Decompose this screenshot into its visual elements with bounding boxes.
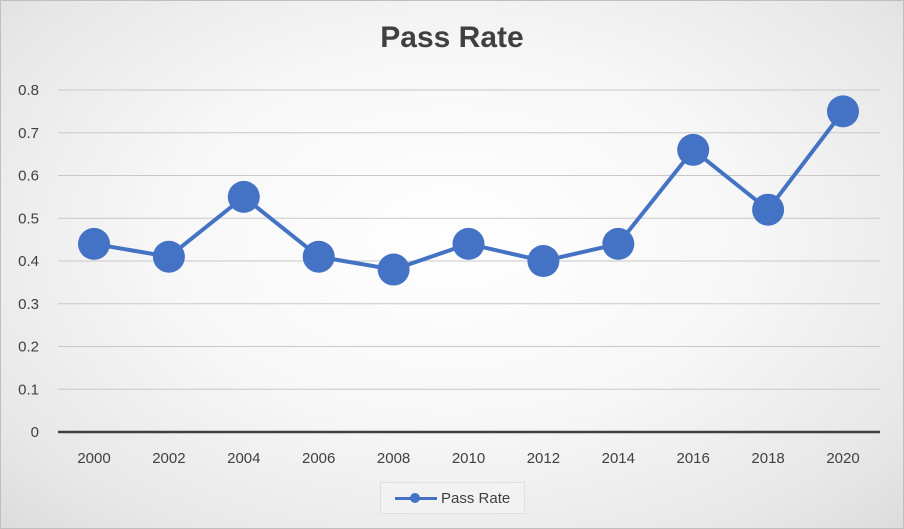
data-point xyxy=(752,193,785,226)
x-tick-label: 2020 xyxy=(826,450,859,467)
y-tick-label: 0.4 xyxy=(18,253,39,270)
y-tick-label: 0.3 xyxy=(18,296,39,313)
x-tick-label: 2006 xyxy=(302,450,335,467)
legend-swatch-icon xyxy=(395,492,437,504)
legend: Pass Rate xyxy=(380,482,525,514)
data-point xyxy=(78,227,110,260)
x-tick-label: 2012 xyxy=(527,450,560,467)
y-tick-label: 0.7 xyxy=(18,125,39,142)
data-point xyxy=(377,253,410,286)
data-point xyxy=(152,240,185,273)
y-tick-label: 0.2 xyxy=(18,339,39,356)
x-tick-label: 2018 xyxy=(751,450,784,467)
data-point xyxy=(827,95,859,128)
y-tick-label: 0 xyxy=(31,424,39,441)
data-point xyxy=(227,180,260,213)
y-tick-label: 0.8 xyxy=(18,82,39,99)
x-tick-label: 2000 xyxy=(77,450,110,467)
x-tick-label: 2014 xyxy=(602,450,635,467)
y-tick-label: 0.5 xyxy=(18,210,39,227)
x-tick-label: 2002 xyxy=(152,450,185,467)
y-tick-label: 0.1 xyxy=(18,381,39,398)
x-tick-label: 2016 xyxy=(677,450,710,467)
legend-label: Pass Rate xyxy=(441,489,511,507)
data-point xyxy=(302,240,335,273)
data-point xyxy=(602,227,635,260)
data-point xyxy=(452,227,485,260)
x-tick-label: 2010 xyxy=(452,450,485,467)
y-tick-label: 0.6 xyxy=(18,168,39,185)
data-point xyxy=(677,133,710,166)
data-point xyxy=(527,245,560,277)
x-tick-label: 2004 xyxy=(227,450,260,467)
x-tick-label: 2008 xyxy=(377,450,410,467)
chart-title: Pass Rate xyxy=(380,21,524,54)
